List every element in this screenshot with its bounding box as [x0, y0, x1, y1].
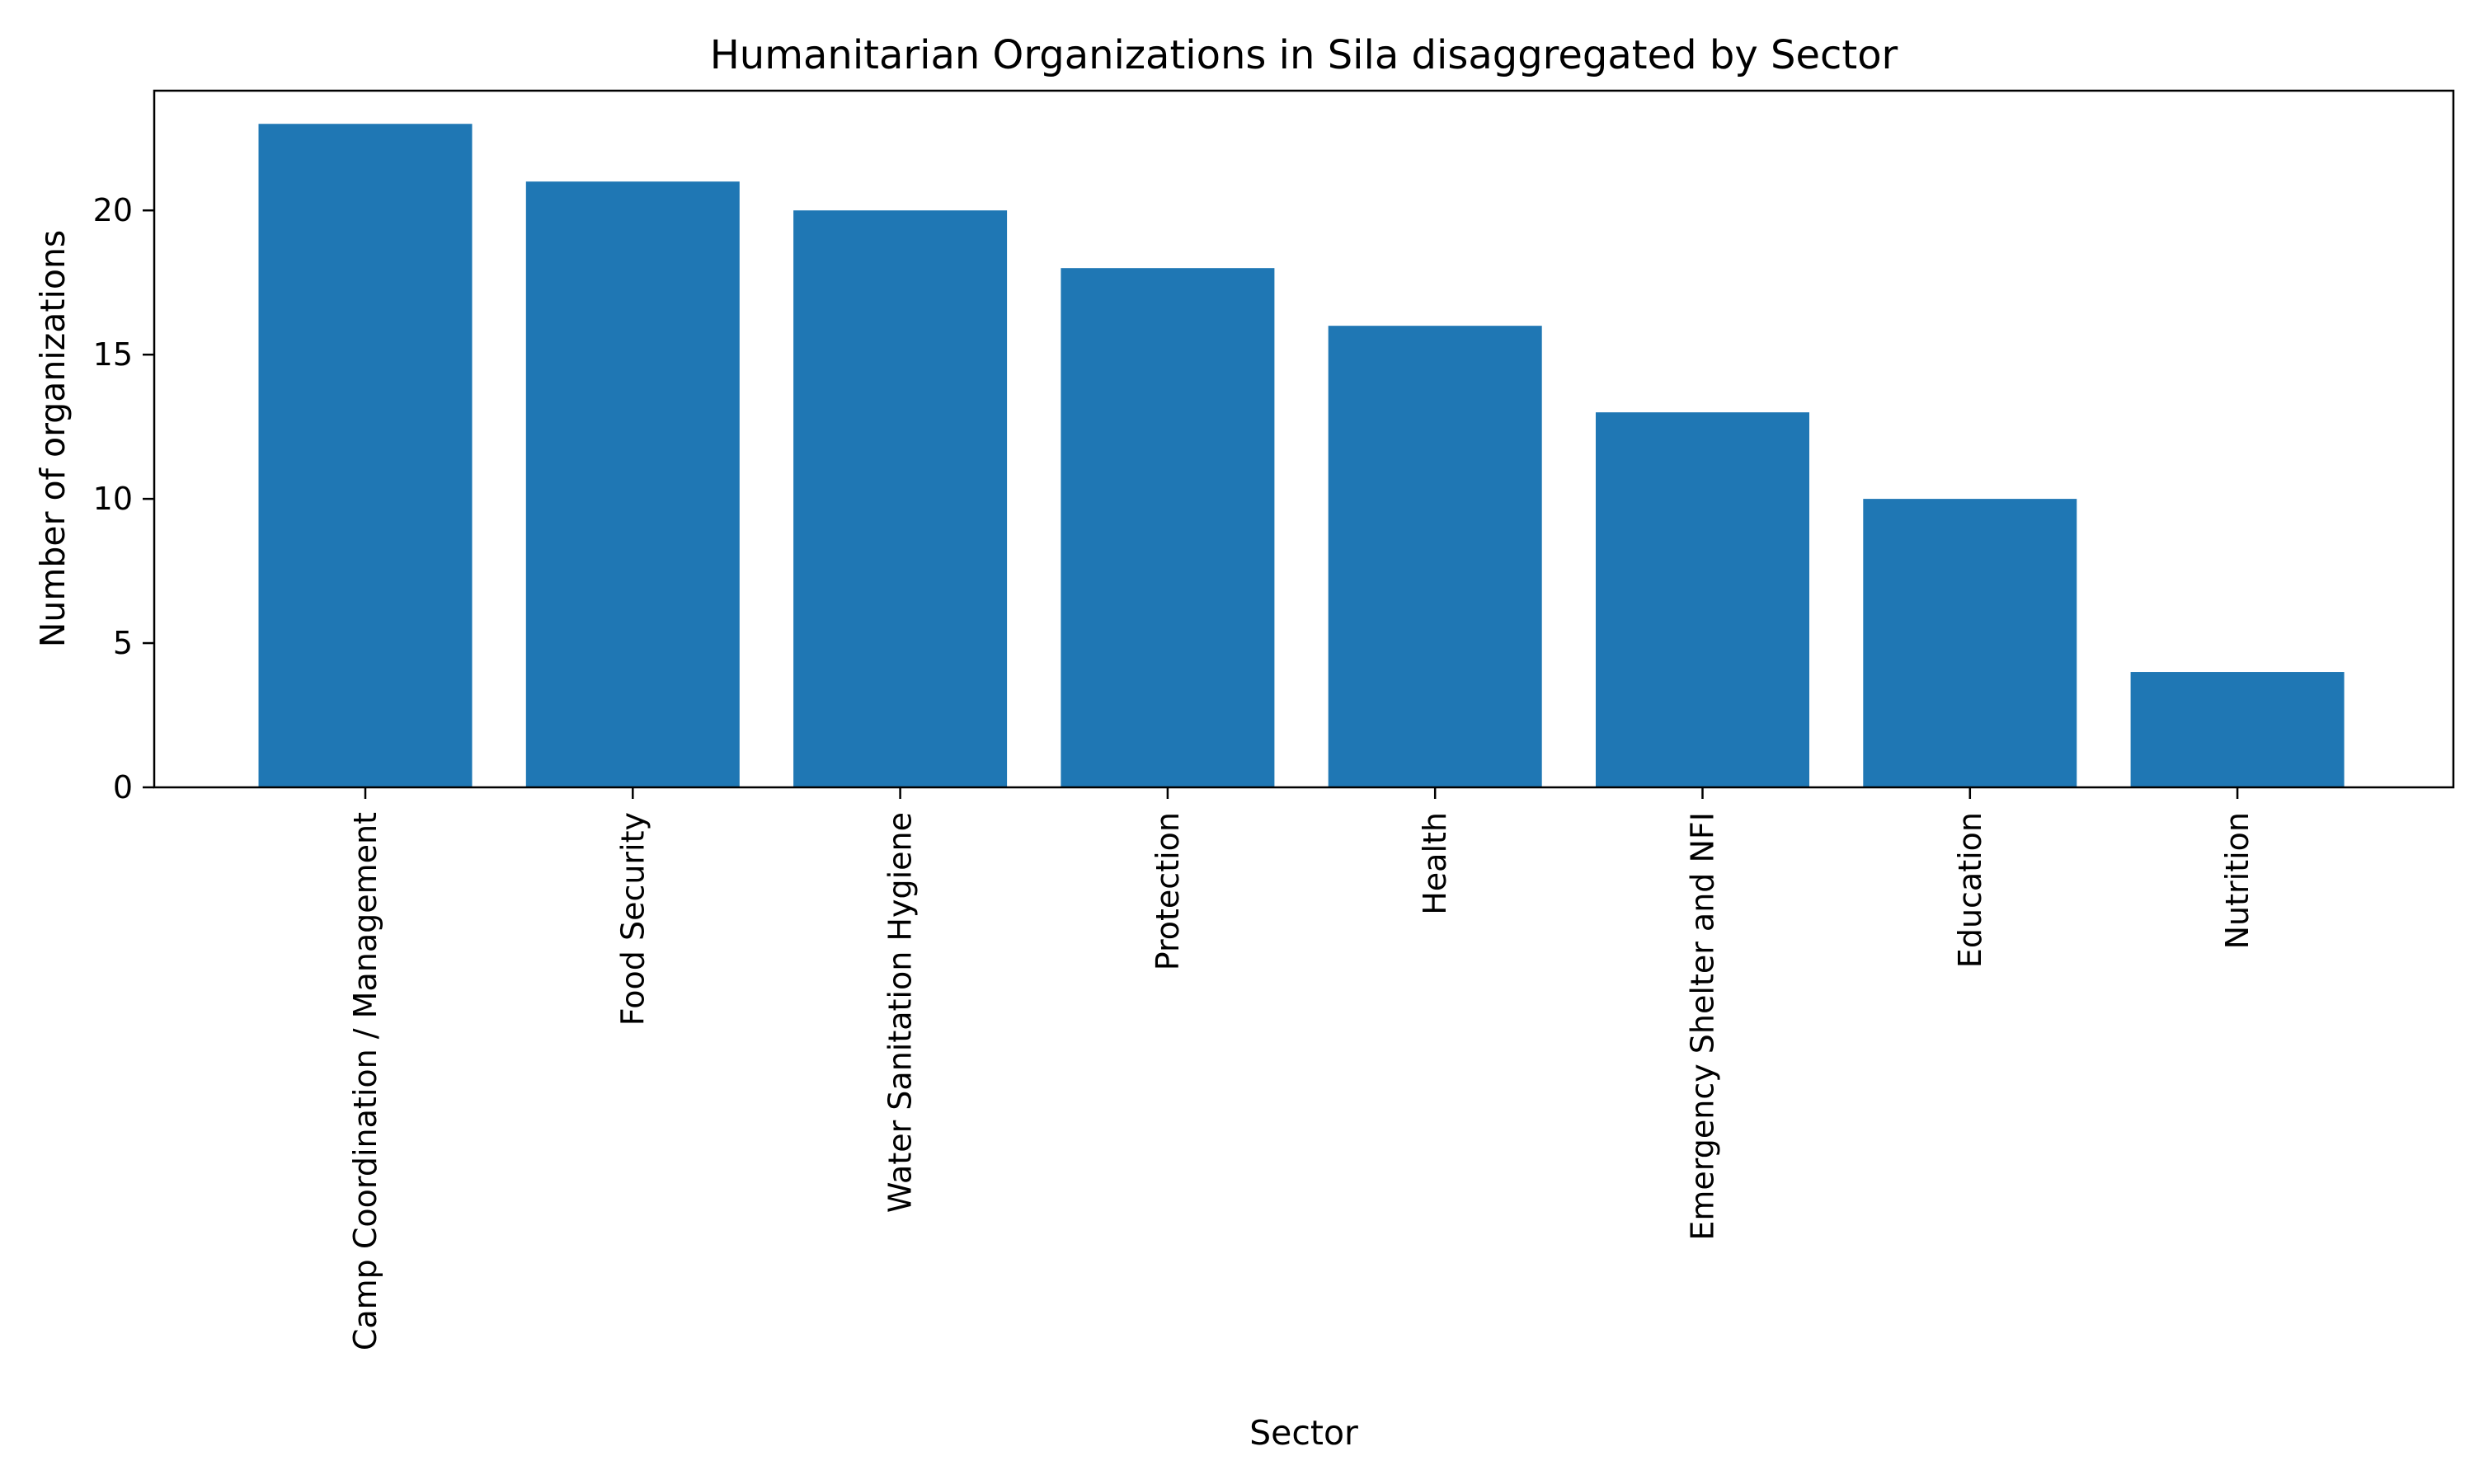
x-tick-label: Water Sanitation Hygiene — [882, 812, 919, 1213]
bar — [258, 124, 473, 787]
bar — [1596, 412, 1809, 787]
x-tick-label: Camp Coordination / Management — [347, 812, 383, 1350]
bar — [1863, 499, 2077, 787]
bar — [1328, 326, 1542, 787]
x-axis-label: Sector — [1249, 1413, 1358, 1453]
x-tick-label: Food Security — [614, 812, 651, 1026]
y-tick-label: 10 — [93, 481, 133, 517]
x-tick-label: Nutrition — [2219, 812, 2255, 949]
bar — [1061, 268, 1275, 787]
y-axis-ticks: 0 5 10 15 20 — [93, 192, 154, 805]
y-tick-label: 0 — [113, 769, 133, 805]
chart-title: Humanitarian Organizations in Sila disag… — [710, 32, 1898, 78]
y-axis-label: Number of organizations — [33, 230, 73, 648]
y-tick-label: 20 — [93, 192, 133, 228]
x-tick-label: Protection — [1150, 812, 1186, 970]
y-tick-label: 15 — [93, 336, 133, 373]
bars-group — [258, 124, 2345, 788]
x-axis-ticks: Camp Coordination / Management Food Secur… — [347, 787, 2255, 1350]
y-tick-label: 5 — [113, 625, 133, 661]
x-tick-label: Health — [1417, 812, 1453, 915]
x-tick-label: Emergency Shelter and NFI — [1685, 812, 1721, 1241]
bar — [525, 181, 740, 787]
bar — [2130, 672, 2345, 787]
bar — [793, 210, 1008, 788]
x-tick-label: Education — [1952, 812, 1988, 968]
plot-frame — [153, 89, 2455, 789]
